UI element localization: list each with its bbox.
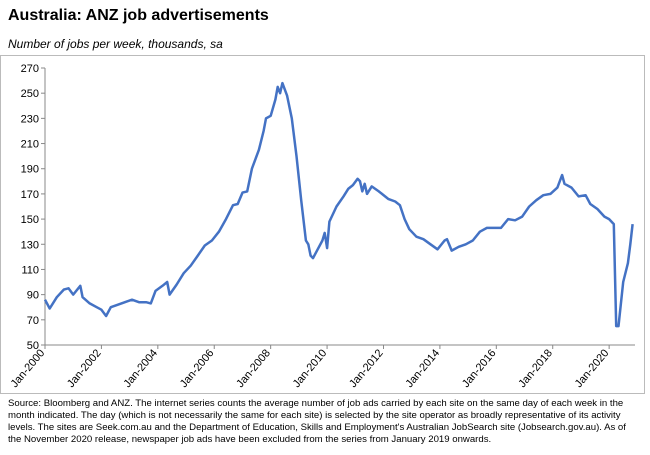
x-tick-label: Jan-2014 bbox=[404, 347, 443, 390]
x-tick-label: Jan-2004 bbox=[121, 347, 160, 390]
y-tick-label: 150 bbox=[21, 214, 39, 226]
x-tick-label: Jan-2006 bbox=[178, 347, 217, 390]
y-tick-label: 210 bbox=[21, 139, 39, 151]
chart-title: Australia: ANZ job advertisements bbox=[8, 7, 269, 24]
x-tick-label: Jan-2016 bbox=[460, 347, 499, 390]
y-tick-label: 110 bbox=[21, 264, 39, 276]
y-tick-label: 50 bbox=[27, 340, 39, 352]
y-tick-label: 90 bbox=[27, 290, 39, 302]
x-tick-label: Jan-2000 bbox=[9, 347, 48, 390]
y-tick-label: 190 bbox=[21, 164, 39, 176]
x-tick-label: Jan-2002 bbox=[65, 347, 104, 390]
x-tick-label: Jan-2012 bbox=[347, 347, 386, 390]
source-note: the November 2020 release, newspaper job… bbox=[8, 434, 491, 445]
source-note: month indicated. The day (which is not n… bbox=[8, 410, 621, 421]
y-tick-label: 270 bbox=[21, 63, 39, 75]
data-line bbox=[43, 81, 634, 328]
chart-frame bbox=[0, 55, 645, 394]
x-tick-label: Jan-2010 bbox=[291, 347, 330, 390]
y-tick-label: 170 bbox=[21, 189, 39, 201]
y-tick-label: 230 bbox=[21, 113, 39, 125]
y-tick-label: 130 bbox=[21, 239, 39, 251]
y-tick-label: 250 bbox=[21, 88, 39, 100]
x-tick-label: Jan-2020 bbox=[573, 347, 612, 390]
source-note: levels. The sites are Seek.com.au and th… bbox=[8, 422, 626, 433]
x-tick-label: Jan-2018 bbox=[516, 347, 555, 390]
source-note: Source: Bloomberg and ANZ. The internet … bbox=[8, 398, 623, 409]
chart-subtitle: Number of jobs per week, thousands, sa bbox=[8, 37, 223, 51]
y-tick-label: 70 bbox=[27, 315, 39, 327]
x-tick-label: Jan-2008 bbox=[234, 347, 273, 390]
